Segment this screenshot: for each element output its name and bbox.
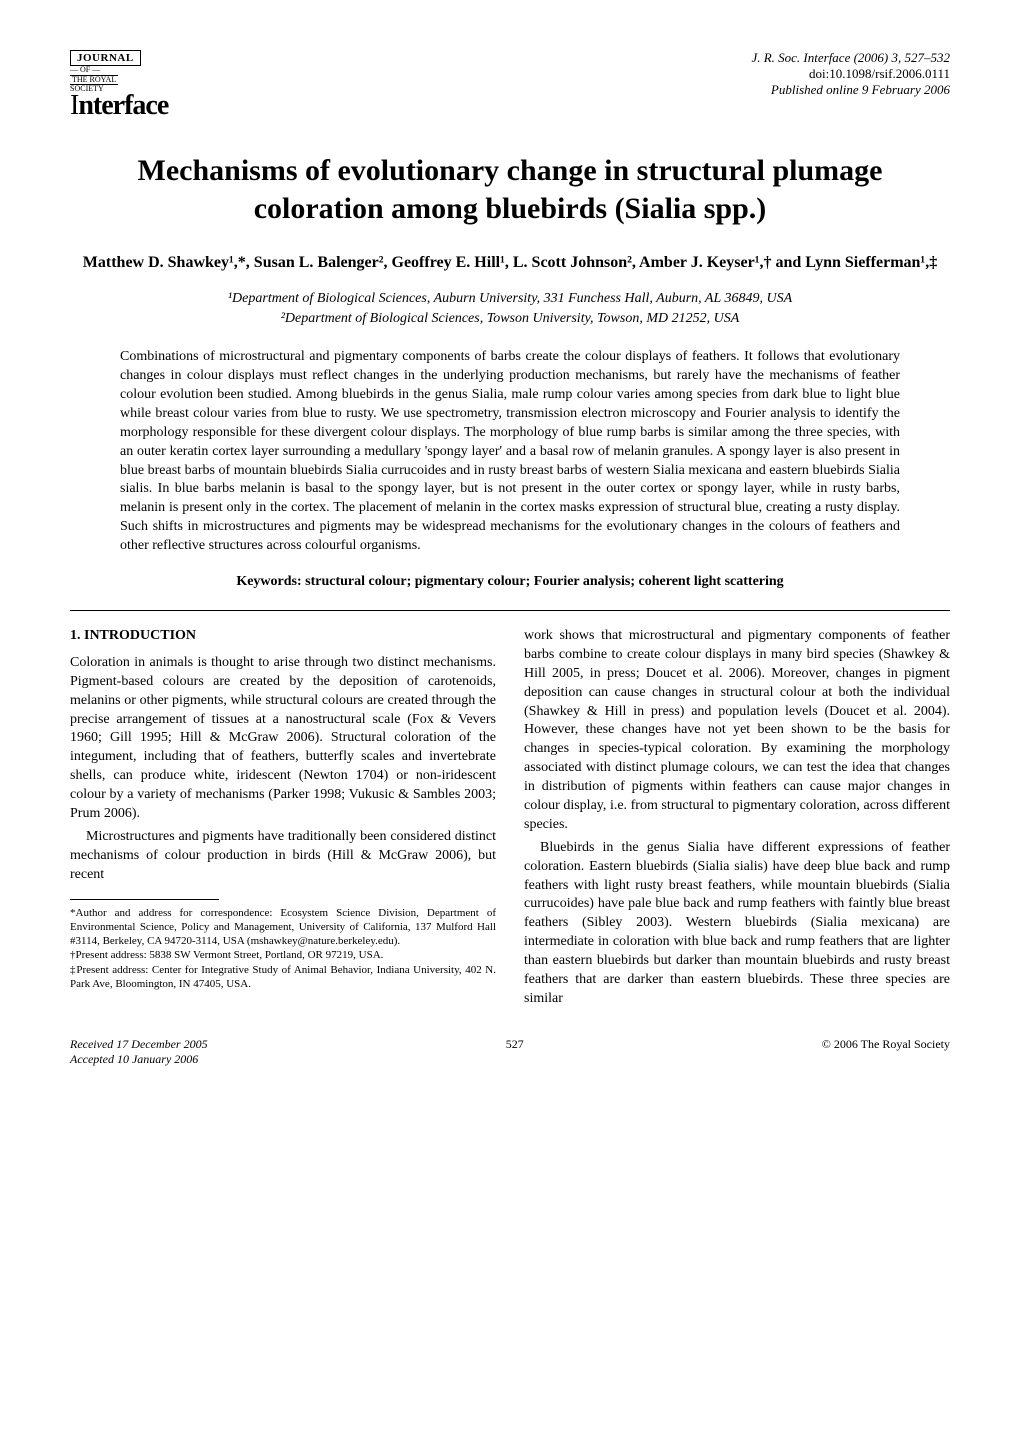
- divider-line: [70, 610, 950, 611]
- received-date: Received 17 December 2005: [70, 1037, 208, 1052]
- paper-title: Mechanisms of evolutionary change in str…: [100, 152, 920, 227]
- right-p1: work shows that microstructural and pigm…: [524, 627, 950, 835]
- affiliations: ¹Department of Biological Sciences, Aubu…: [70, 289, 950, 328]
- logo-royal-wrapper: — OF — THE ROYAL SOCIETY: [70, 66, 210, 93]
- intro-p1: Coloration in animals is thought to aris…: [70, 654, 496, 824]
- footnotes-block: *Author and address for correspondence: …: [70, 906, 496, 992]
- left-column: 1. INTRODUCTION Coloration in animals is…: [70, 627, 496, 1013]
- right-p2: Bluebirds in the genus Sialia have diffe…: [524, 839, 950, 1009]
- header-meta: J. R. Soc. Interface (2006) 3, 527–532 d…: [751, 50, 950, 98]
- logo-journal-text: JOURNAL: [70, 50, 141, 66]
- page-number: 527: [506, 1037, 524, 1067]
- keywords-text: Keywords: structural colour; pigmentary …: [120, 574, 900, 590]
- abstract-text: Combinations of microstructural and pigm…: [120, 348, 900, 556]
- published-text: Published online 9 February 2006: [751, 82, 950, 98]
- footnote-correspondence: *Author and address for correspondence: …: [70, 906, 496, 949]
- page-footer: Received 17 December 2005 Accepted 10 Ja…: [70, 1037, 950, 1067]
- accepted-date: Accepted 10 January 2006: [70, 1052, 208, 1067]
- affiliation-1: ¹Department of Biological Sciences, Aubu…: [70, 289, 950, 309]
- footnote-dagger: †Present address: 5838 SW Vermont Street…: [70, 948, 496, 962]
- affiliation-2: ²Department of Biological Sciences, Tows…: [70, 309, 950, 329]
- author-list: Matthew D. Shawkey¹,*, Susan L. Balenger…: [70, 251, 950, 275]
- copyright-text: © 2006 The Royal Society: [822, 1037, 950, 1067]
- logo-interface-text: Interface: [70, 90, 210, 122]
- footnote-separator: [70, 899, 219, 900]
- section-1-heading: 1. INTRODUCTION: [70, 627, 496, 646]
- footnote-ddagger: ‡Present address: Center for Integrative…: [70, 963, 496, 992]
- citation-text: J. R. Soc. Interface (2006) 3, 527–532: [751, 50, 950, 66]
- right-column: work shows that microstructural and pigm…: [524, 627, 950, 1013]
- body-columns: 1. INTRODUCTION Coloration in animals is…: [70, 627, 950, 1013]
- journal-logo: JOURNAL — OF — THE ROYAL SOCIETY Interfa…: [70, 50, 210, 122]
- footer-dates: Received 17 December 2005 Accepted 10 Ja…: [70, 1037, 208, 1067]
- doi-text: doi:10.1098/rsif.2006.0111: [751, 66, 950, 82]
- intro-p2: Microstructures and pigments have tradit…: [70, 828, 496, 885]
